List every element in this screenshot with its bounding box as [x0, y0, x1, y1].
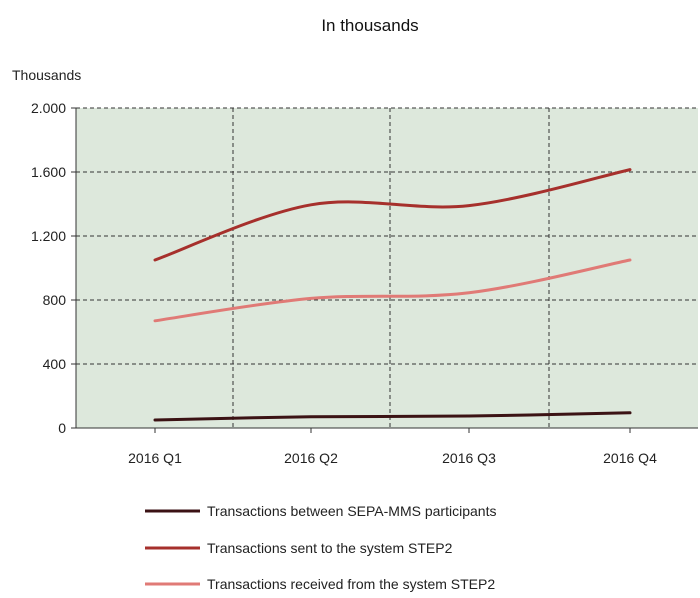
chart-subtitle: In thousands — [321, 16, 419, 35]
x-tick-label: 2016 Q3 — [442, 450, 496, 466]
series-line-3 — [153, 258, 632, 323]
series-3-point — [310, 297, 312, 299]
x-tick-label: 2016 Q1 — [128, 450, 182, 466]
y-axis-unit-label: Thousands — [12, 67, 81, 83]
legend-label-3: Transactions received from the system ST… — [207, 576, 495, 592]
series-2-point — [629, 169, 631, 171]
series-3-point — [629, 259, 631, 261]
plot-area — [76, 108, 698, 428]
y-tick-label: 800 — [43, 292, 67, 308]
y-tick-label: 1.600 — [31, 164, 66, 180]
series-3-point — [154, 320, 156, 322]
x-tick-label: 2016 Q4 — [603, 450, 657, 466]
series-line-1 — [153, 411, 632, 422]
legend-label-2: Transactions sent to the system STEP2 — [207, 540, 453, 556]
y-tick-label: 400 — [43, 356, 67, 372]
series-2-point — [310, 204, 312, 206]
legend-label-1: Transactions between SEPA-MMS participan… — [207, 503, 496, 519]
series-1-point — [154, 419, 156, 421]
series-2-point — [154, 259, 156, 261]
series-1-point — [629, 412, 631, 414]
x-tick-label: 2016 Q2 — [284, 450, 338, 466]
series-3-point — [468, 292, 470, 294]
series-2-point — [468, 205, 470, 207]
series-line-2 — [153, 168, 632, 262]
series-1-point — [310, 416, 312, 418]
y-tick-label: 0 — [58, 420, 66, 436]
y-tick-label: 1.200 — [31, 228, 66, 244]
series-1-point — [468, 415, 470, 417]
y-tick-label: 2.000 — [31, 100, 66, 116]
